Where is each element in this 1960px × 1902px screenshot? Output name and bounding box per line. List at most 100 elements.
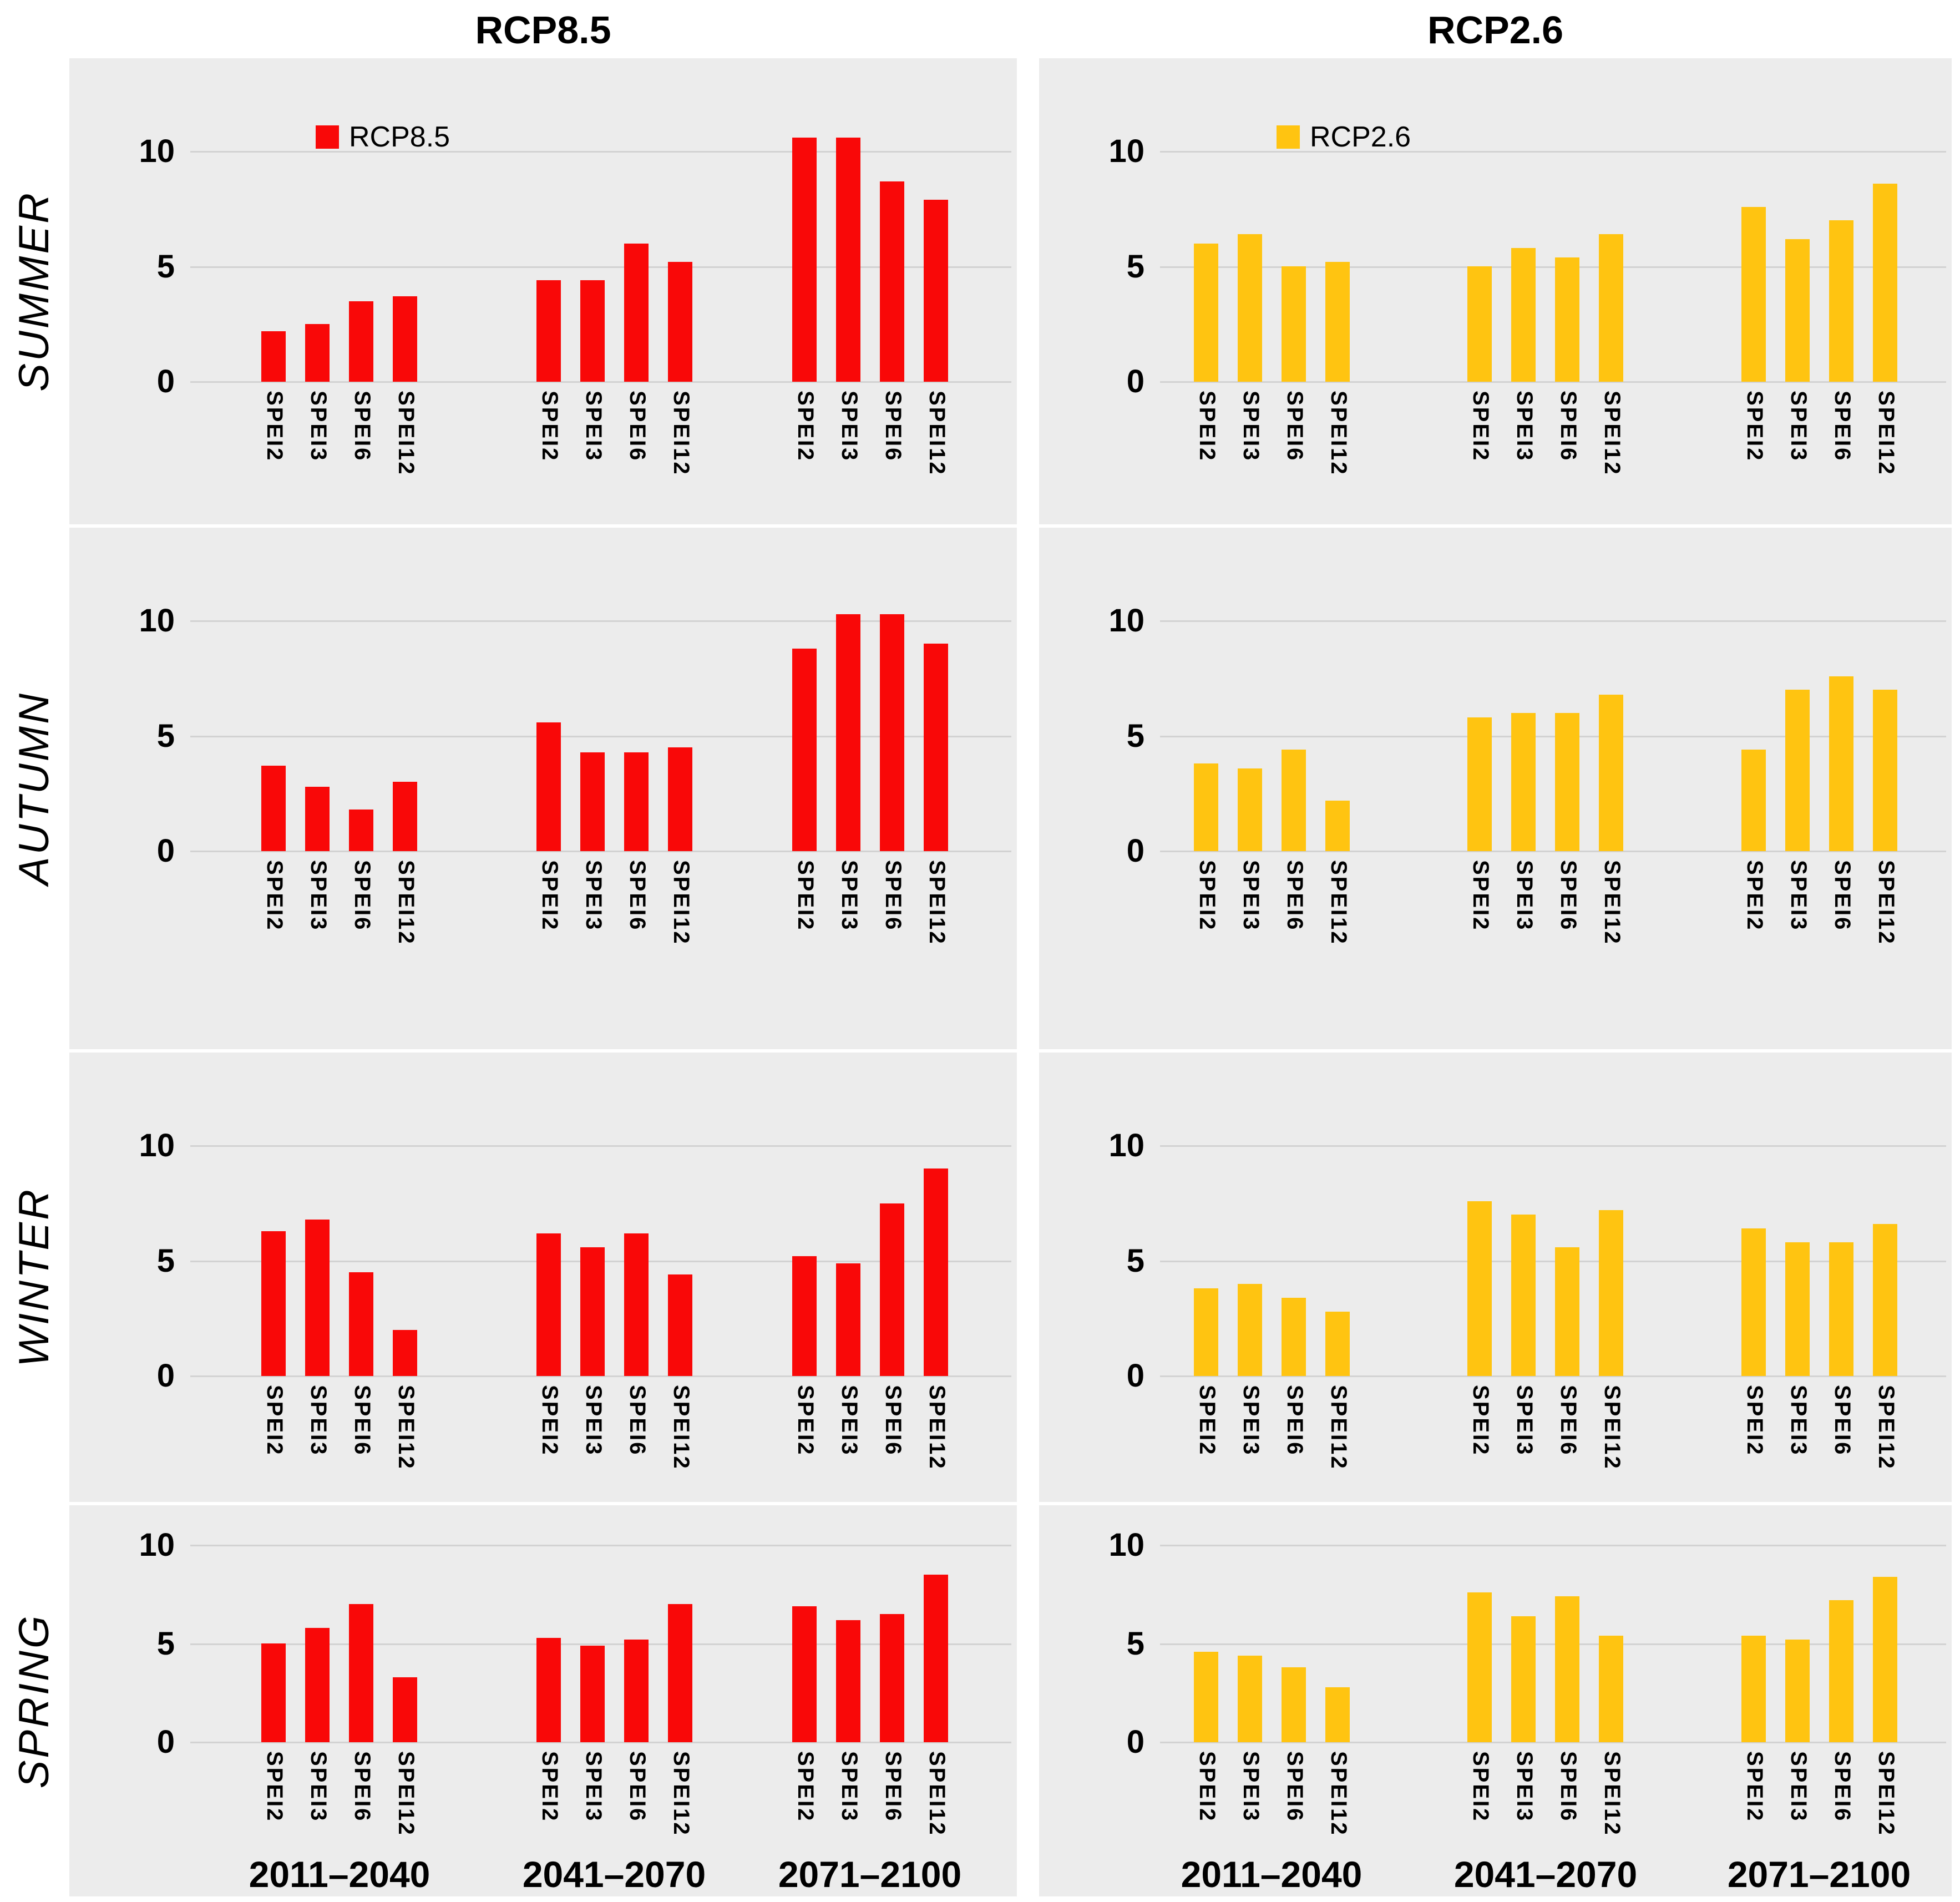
x-category-label: SPEI6 [881, 1751, 905, 1823]
x-category-label: SPEI6 [1830, 391, 1855, 462]
panel-winter-rcp26: 0 5 10 SPEI2 SPEI3 SPEI6 SPEI12 SPEI2 SPEI3 SPEI6… [1039, 1053, 1952, 1502]
legend-label: RCP2.6 [1310, 121, 1411, 153]
x-category-label: SPEI6 [881, 1385, 905, 1456]
panel-summer-rcp26: 0 5 10 SPEI2 SPEI3 SPEI6 SPEI12 SPEI2 SPEI3 SPEI6… [1039, 58, 1952, 524]
x-category-label: SPEI12 [394, 1385, 418, 1470]
bar-spei2 [261, 1643, 286, 1742]
bar-spei3 [836, 1620, 860, 1742]
y-tick-label: 10 [1108, 1527, 1144, 1563]
bar-spei12 [1599, 695, 1623, 851]
bar-spei2 [1467, 717, 1492, 851]
gridline [1160, 1545, 1946, 1546]
bar-spei12 [1599, 1210, 1623, 1376]
bar-spei2 [1467, 1592, 1492, 1742]
period-label: 2071–2100 [778, 1854, 962, 1895]
bar-spei6 [624, 1233, 649, 1376]
x-category-label: SPEI6 [1556, 391, 1581, 462]
bar-spei6 [1555, 257, 1579, 382]
x-category-label: SPEI2 [262, 860, 287, 932]
bar-spei3 [1238, 1284, 1262, 1376]
gridline [190, 1375, 1011, 1377]
x-category-label: SPEI3 [1786, 860, 1811, 932]
season-gutter: SUMMER [0, 58, 68, 524]
x-category-label: SPEI3 [1512, 391, 1537, 462]
bar-spei2 [792, 649, 817, 851]
bar-spei2 [1741, 750, 1766, 851]
bar-spei6 [1555, 1596, 1579, 1742]
bar-spei12 [668, 262, 692, 382]
y-tick-label: 0 [1126, 1724, 1144, 1760]
gridline [190, 851, 1011, 852]
season-gutter: WINTER [0, 1053, 68, 1502]
bar-spei6 [1555, 1247, 1579, 1376]
row-summer: SUMMER 0 5 10 SPEI2 SPEI3 SPEI6 SPEI12 SPEI2 SPE… [0, 58, 1960, 524]
x-category-label: SPEI2 [538, 1751, 562, 1823]
x-category-label: SPEI6 [881, 860, 905, 932]
gridline [1160, 381, 1946, 383]
bar-spei6 [1555, 713, 1579, 851]
x-category-label: SPEI6 [1830, 860, 1855, 932]
bar-spei6 [1282, 1298, 1306, 1376]
bar-spei12 [1599, 1636, 1623, 1742]
bar-spei3 [1238, 234, 1262, 382]
bar-spei6 [1829, 220, 1853, 382]
y-tick-label: 5 [156, 1242, 175, 1279]
bar-spei2 [1741, 1228, 1766, 1376]
x-category-label: SPEI3 [1239, 391, 1263, 462]
bar-spei6 [624, 1640, 649, 1742]
x-category-label: SPEI3 [581, 1751, 606, 1823]
x-category-label: SPEI2 [793, 1751, 818, 1823]
bar-spei3 [1511, 248, 1536, 382]
x-category-label: SPEI3 [306, 1385, 331, 1456]
x-category-label: SPEI2 [262, 1385, 287, 1456]
bar-spei12 [1325, 262, 1350, 382]
period-label: 2041–2070 [522, 1854, 706, 1895]
bar-spei6 [624, 244, 649, 382]
bar-spei12 [1873, 1224, 1897, 1376]
bar-spei12 [924, 200, 948, 382]
bar-spei2 [1467, 1201, 1492, 1376]
x-category-label: SPEI2 [262, 1751, 287, 1823]
bar-spei12 [668, 1274, 692, 1376]
bar-spei12 [668, 747, 692, 851]
x-category-label: SPEI12 [1326, 1385, 1351, 1470]
bar-spei6 [1829, 676, 1853, 851]
x-category-label: SPEI6 [625, 1751, 650, 1823]
season-gutter: SPRING [0, 1505, 68, 1896]
bar-spei12 [668, 1604, 692, 1742]
bar-spei12 [1873, 1577, 1897, 1742]
gridline [1160, 1643, 1946, 1645]
gridline [190, 151, 1011, 153]
bar-spei6 [880, 1614, 904, 1742]
bar-spei3 [1238, 1656, 1262, 1742]
x-category-label: SPEI12 [669, 860, 693, 945]
x-category-label: SPEI2 [1195, 391, 1219, 462]
x-category-label: SPEI12 [1600, 1385, 1624, 1470]
x-category-label: SPEI12 [1874, 1385, 1898, 1470]
x-category-label: SPEI12 [925, 391, 949, 476]
y-tick-label: 5 [1126, 1242, 1144, 1279]
panel-autumn-rcp85: 0 5 10 SPEI2 SPEI3 SPEI6 SPEI12 SPEI2 SPEI3 SPEI6… [69, 528, 1017, 1049]
x-category-label: SPEI2 [793, 391, 818, 462]
season-label-autumn: AUTUMN [10, 691, 58, 886]
x-category-label: SPEI12 [394, 860, 418, 945]
bar-spei6 [349, 1272, 373, 1376]
x-category-label: SPEI3 [1239, 1385, 1263, 1456]
bar-spei12 [1873, 184, 1897, 382]
gridline [190, 266, 1011, 268]
x-category-label: SPEI2 [793, 860, 818, 932]
bar-spei3 [1511, 1215, 1536, 1376]
gridline [190, 1545, 1011, 1546]
bar-spei2 [1194, 1288, 1218, 1376]
y-tick-label: 5 [156, 1625, 175, 1662]
bar-spei12 [1325, 1687, 1350, 1742]
y-tick-label: 5 [1126, 1625, 1144, 1662]
x-category-label: SPEI3 [1512, 860, 1537, 932]
x-category-label: SPEI6 [625, 1385, 650, 1456]
x-category-label: SPEI2 [1195, 860, 1219, 932]
x-category-label: SPEI3 [1786, 1385, 1811, 1456]
bar-spei12 [924, 1168, 948, 1376]
bar-spei2 [536, 1233, 561, 1376]
bar-spei12 [393, 1330, 417, 1376]
bar-spei6 [880, 181, 904, 382]
